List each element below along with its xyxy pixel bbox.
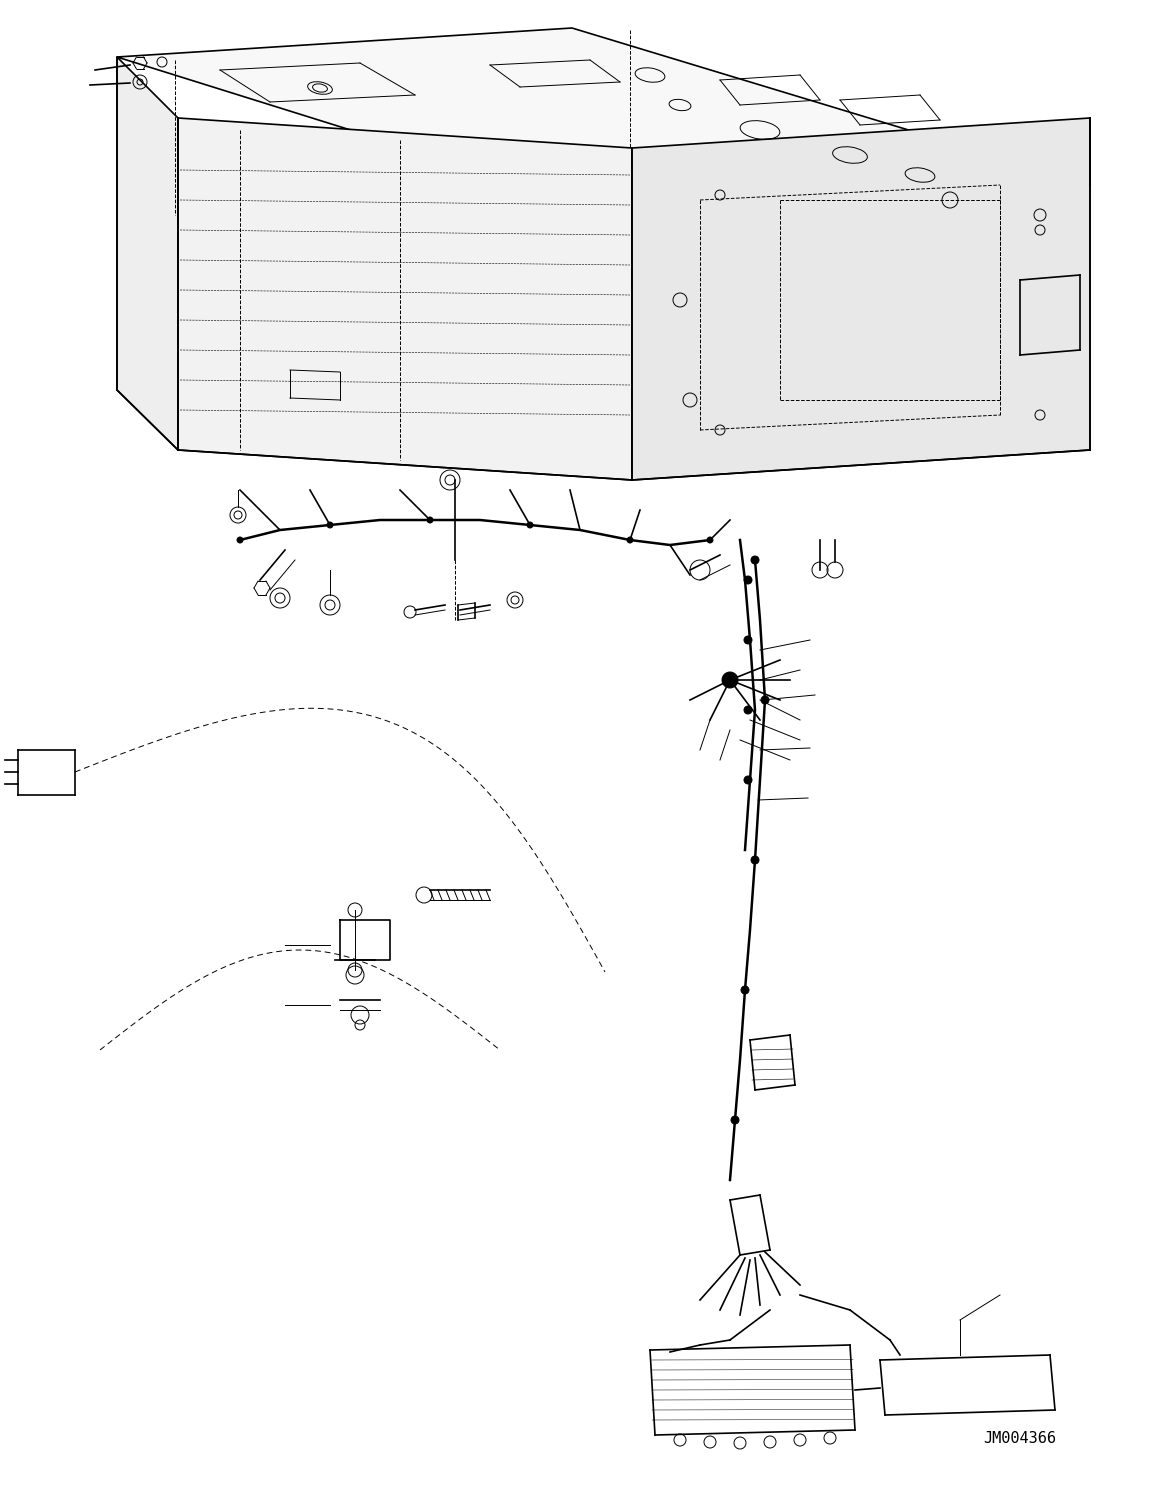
Circle shape [707,537,713,543]
Circle shape [761,696,770,704]
Circle shape [744,775,752,784]
Circle shape [751,856,759,863]
Circle shape [427,517,433,523]
Polygon shape [117,28,1089,218]
Polygon shape [178,118,632,480]
Circle shape [751,556,759,564]
Circle shape [327,522,333,528]
Circle shape [744,576,752,584]
Circle shape [731,1115,739,1124]
Text: JM004366: JM004366 [984,1431,1056,1446]
Circle shape [741,986,749,994]
Circle shape [527,522,533,528]
Polygon shape [632,118,1089,480]
Circle shape [744,707,752,714]
Circle shape [627,537,633,543]
Circle shape [744,637,752,644]
Circle shape [722,672,738,687]
Circle shape [236,537,243,543]
Polygon shape [117,57,178,450]
